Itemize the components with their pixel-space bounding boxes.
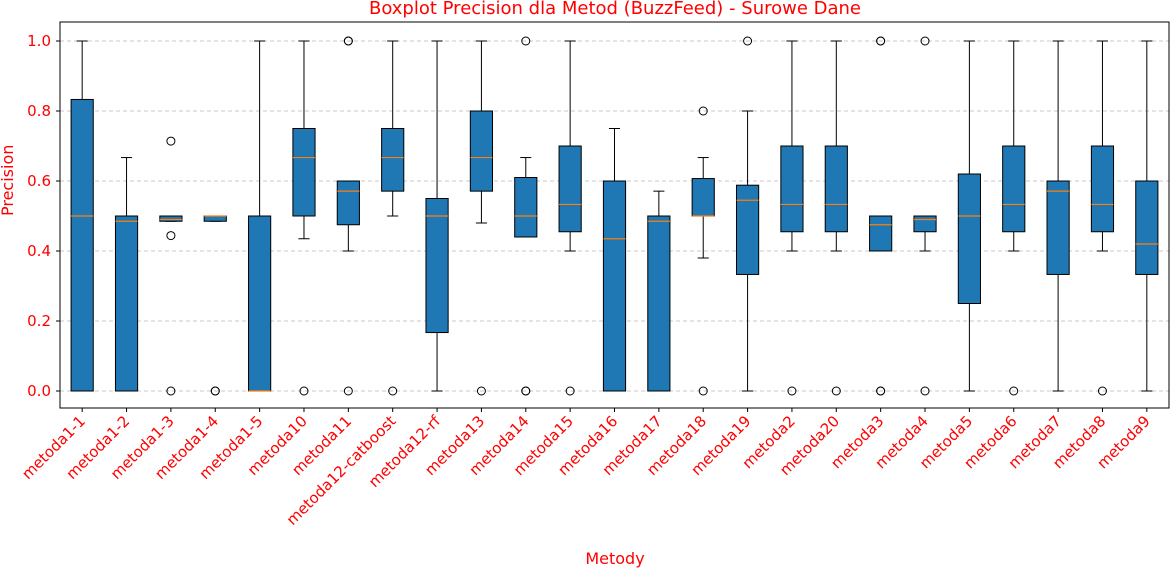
iqr-box xyxy=(1135,180,1159,275)
plot-frame xyxy=(59,21,1170,409)
box-metoda5 xyxy=(957,40,981,392)
outlier-point xyxy=(787,386,797,396)
box-metoda1-5 xyxy=(248,40,272,392)
iqr-box xyxy=(514,177,538,238)
outlier-point xyxy=(1097,386,1107,396)
outlier-point xyxy=(343,36,353,46)
box-metoda12-catboost xyxy=(381,40,405,396)
outlier-point xyxy=(166,231,176,241)
outlier-point xyxy=(565,386,575,396)
outlier-point xyxy=(210,386,220,396)
outlier-point xyxy=(521,36,531,46)
iqr-box xyxy=(824,145,848,233)
iqr-box xyxy=(691,178,715,217)
box-metoda3 xyxy=(869,36,893,396)
box-metoda1-2 xyxy=(114,157,139,392)
outlier-point xyxy=(476,386,486,396)
iqr-box xyxy=(159,215,183,222)
iqr-box xyxy=(913,215,937,233)
outlier-point xyxy=(698,106,708,116)
outlier-point xyxy=(920,36,930,46)
y-tick-label: 0.8 xyxy=(27,102,51,120)
box-metoda16 xyxy=(602,128,627,392)
iqr-box xyxy=(647,215,671,392)
outlier-point xyxy=(876,36,886,46)
box-metoda6 xyxy=(1002,40,1026,396)
box-metoda14 xyxy=(514,36,538,396)
iqr-box xyxy=(292,128,316,217)
y-tick-label: 0.2 xyxy=(27,312,51,330)
iqr-box xyxy=(1090,145,1115,233)
box-metoda18 xyxy=(691,106,715,396)
outlier-point xyxy=(1009,386,1019,396)
iqr-box xyxy=(469,110,494,192)
box-metoda12-rf xyxy=(425,40,449,392)
iqr-box xyxy=(602,180,627,392)
iqr-box xyxy=(381,128,405,192)
box-metoda1-4 xyxy=(203,215,227,396)
outlier-point xyxy=(831,386,841,396)
box-metoda11 xyxy=(336,36,360,396)
box-metoda13 xyxy=(469,40,494,396)
outlier-point xyxy=(166,386,176,396)
iqr-box xyxy=(114,215,139,392)
iqr-box xyxy=(869,215,893,252)
outlier-point xyxy=(343,386,353,396)
iqr-box xyxy=(735,184,760,275)
y-tick-label: 0.4 xyxy=(27,242,51,260)
outlier-point xyxy=(388,386,398,396)
outlier-point xyxy=(876,386,886,396)
iqr-box xyxy=(203,215,227,222)
outlier-point xyxy=(920,386,930,396)
box-metoda17 xyxy=(647,190,671,392)
iqr-box xyxy=(558,145,582,233)
iqr-box xyxy=(248,215,272,392)
box-metoda9 xyxy=(1135,40,1159,392)
box-metoda15 xyxy=(558,40,582,396)
outlier-point xyxy=(299,386,309,396)
box-metoda1-1 xyxy=(70,40,94,392)
outlier-point xyxy=(743,36,753,46)
y-tick-label: 1.0 xyxy=(27,32,51,50)
box-metoda8 xyxy=(1090,40,1115,396)
outlier-point xyxy=(166,136,176,146)
iqr-box xyxy=(425,198,449,334)
box-metoda4 xyxy=(913,36,937,396)
box-metoda20 xyxy=(824,40,848,396)
outlier-point xyxy=(521,386,531,396)
iqr-box xyxy=(957,173,981,304)
y-tick-label: 0.0 xyxy=(27,382,51,400)
box-metoda19 xyxy=(735,36,760,392)
box-metoda1-3 xyxy=(159,136,183,396)
iqr-box xyxy=(70,98,94,392)
box-metoda7 xyxy=(1046,40,1070,392)
iqr-box xyxy=(1002,145,1026,233)
chart-title: Boxplot Precision dla Metod (BuzzFeed) -… xyxy=(368,0,862,19)
iqr-box xyxy=(780,145,804,233)
outlier-point xyxy=(698,386,708,396)
iqr-box xyxy=(1046,180,1070,275)
box-metoda10 xyxy=(292,40,316,396)
x-axis-label: Metody xyxy=(585,549,645,568)
box-metoda2 xyxy=(780,40,804,396)
y-tick-label: 0.6 xyxy=(27,172,51,190)
iqr-box xyxy=(336,180,360,226)
